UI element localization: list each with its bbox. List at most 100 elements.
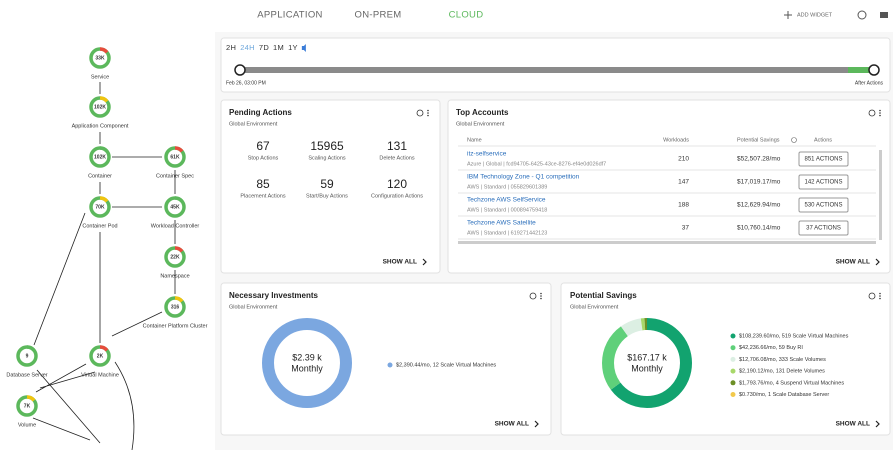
node-label: Service (91, 74, 109, 80)
add-widget[interactable]: ADD WIDGET (797, 12, 833, 18)
node-accent (16, 395, 38, 417)
menu-dot[interactable] (879, 114, 881, 117)
help-icon[interactable] (868, 292, 876, 300)
card-subtitle: Global Environment (456, 121, 505, 127)
savings: $12,629.94/mo (737, 202, 781, 209)
legend-swatch (730, 392, 736, 397)
menu-dot[interactable] (879, 295, 881, 297)
actions-button[interactable] (798, 174, 849, 190)
node-label: Database Server (6, 372, 47, 378)
timeline-end: After Actions (855, 80, 884, 86)
card-title: Pending Actions (229, 108, 292, 117)
menu-dot[interactable] (427, 109, 429, 112)
chevron[interactable] (875, 258, 880, 266)
action-count: 120 (387, 177, 407, 191)
legend-swatch (730, 356, 736, 362)
menu-dot[interactable] (879, 297, 881, 300)
chevron[interactable] (875, 420, 880, 428)
action-label: Placement Actions (240, 193, 285, 199)
account-name[interactable]: Techzone AWS Satellite (467, 220, 536, 227)
legend-label: $2,190.12/mo, 131 Delete Volumes (739, 369, 825, 375)
legend-swatch (730, 345, 736, 351)
card-title: Top Accounts (456, 108, 509, 117)
nav-tab[interactable]: APPLICATION (257, 10, 322, 21)
show-all[interactable]: SHOW ALL (836, 421, 870, 428)
timeline-start: Feb 26, 03:00 PM (226, 80, 266, 86)
timeline-card (220, 37, 891, 93)
node-accent (16, 345, 38, 367)
chevron[interactable] (534, 420, 539, 428)
account-name[interactable]: Techzone AWS SelfService (467, 197, 546, 204)
actions-button[interactable] (798, 220, 849, 236)
range-option[interactable]: 7D (259, 43, 269, 52)
chevron[interactable] (422, 258, 427, 266)
donut-center-sub: Monthly (631, 363, 663, 373)
range-option[interactable]: 2H (226, 43, 236, 52)
range-option[interactable]: 1M (273, 43, 284, 52)
node-accent (164, 196, 186, 218)
timeline-end-handle[interactable] (868, 64, 880, 76)
account-detail: Azure | Global | fcd94705-6425-43ce-8276… (467, 161, 606, 167)
menu-dot[interactable] (540, 292, 542, 295)
menu-dot[interactable] (540, 295, 542, 297)
node-label: Container Spec (156, 173, 194, 179)
legend-label: $1,793.76/mo, 4 Suspend Virtual Machines (739, 380, 844, 386)
account-detail: AWS | Standard | 000894759418 (467, 207, 547, 213)
actions-button[interactable] (798, 197, 849, 213)
show-all[interactable]: SHOW ALL (495, 421, 529, 428)
nav-tab[interactable]: ON-PREM (355, 10, 402, 21)
actions-button-label[interactable]: 851 ACTIONS (804, 157, 842, 163)
menu-dot[interactable] (540, 297, 542, 300)
help-icon[interactable] (868, 109, 876, 117)
scrollbar-v (879, 150, 882, 240)
account-detail: AWS | Standard | 619271442123 (467, 230, 547, 236)
actions-button[interactable] (798, 151, 849, 167)
range-option[interactable]: 24H (240, 43, 255, 52)
timeline-start-handle[interactable] (234, 64, 246, 76)
help-icon[interactable] (416, 109, 424, 117)
help-icon[interactable] (529, 292, 537, 300)
menu-dot[interactable] (879, 292, 881, 295)
print-icon[interactable] (880, 12, 888, 18)
donut-segment (602, 318, 692, 408)
node-label: Virtual Machine (81, 372, 119, 378)
info-icon (791, 137, 797, 143)
workloads: 210 (678, 156, 689, 163)
menu-dot[interactable] (879, 109, 881, 112)
pending-card (220, 99, 441, 274)
menu-dot[interactable] (427, 112, 429, 114)
node-label: Container (88, 173, 112, 179)
column-header: Potential Savings (737, 137, 780, 143)
show-all[interactable]: SHOW ALL (383, 259, 417, 266)
account-name[interactable]: IBM Technology Zone - Q1 competition (467, 174, 580, 181)
account-name[interactable]: itz-selfservice (467, 151, 507, 158)
node-label: Container Pod (82, 223, 117, 229)
nav-tab[interactable]: CLOUD (449, 10, 484, 21)
legend-swatch (387, 362, 393, 368)
history-icon[interactable] (857, 10, 867, 20)
card-subtitle: Global Environment (229, 304, 278, 310)
savings: $17,019.17/mo (737, 179, 781, 186)
plus-icon (784, 11, 792, 19)
actions-button-label[interactable]: 37 ACTIONS (806, 226, 841, 232)
range-option[interactable]: 1Y (288, 43, 298, 52)
card-subtitle: Global Environment (229, 121, 278, 127)
card-title: Necessary Investments (229, 291, 318, 300)
show-all[interactable]: SHOW ALL (836, 259, 870, 266)
node-count: 7K (24, 403, 31, 409)
node-count: 45K (170, 204, 180, 210)
card-title: Potential Savings (570, 291, 637, 300)
menu-dot[interactable] (427, 114, 429, 117)
node-accent (89, 345, 111, 367)
action-count: 85 (256, 177, 270, 191)
actions-button-label[interactable]: 142 ACTIONS (804, 180, 842, 186)
node-count: 33K (95, 55, 105, 61)
workloads: 147 (678, 179, 689, 186)
actions-button-label[interactable]: 530 ACTIONS (804, 203, 842, 209)
action-count: 59 (320, 177, 334, 191)
legend-label: $42,236.66/mo, 59 Buy RI (739, 345, 803, 351)
menu-dot[interactable] (879, 112, 881, 114)
workloads: 37 (682, 225, 690, 232)
node-label: Application Component (72, 123, 129, 129)
node-accent (164, 246, 186, 268)
